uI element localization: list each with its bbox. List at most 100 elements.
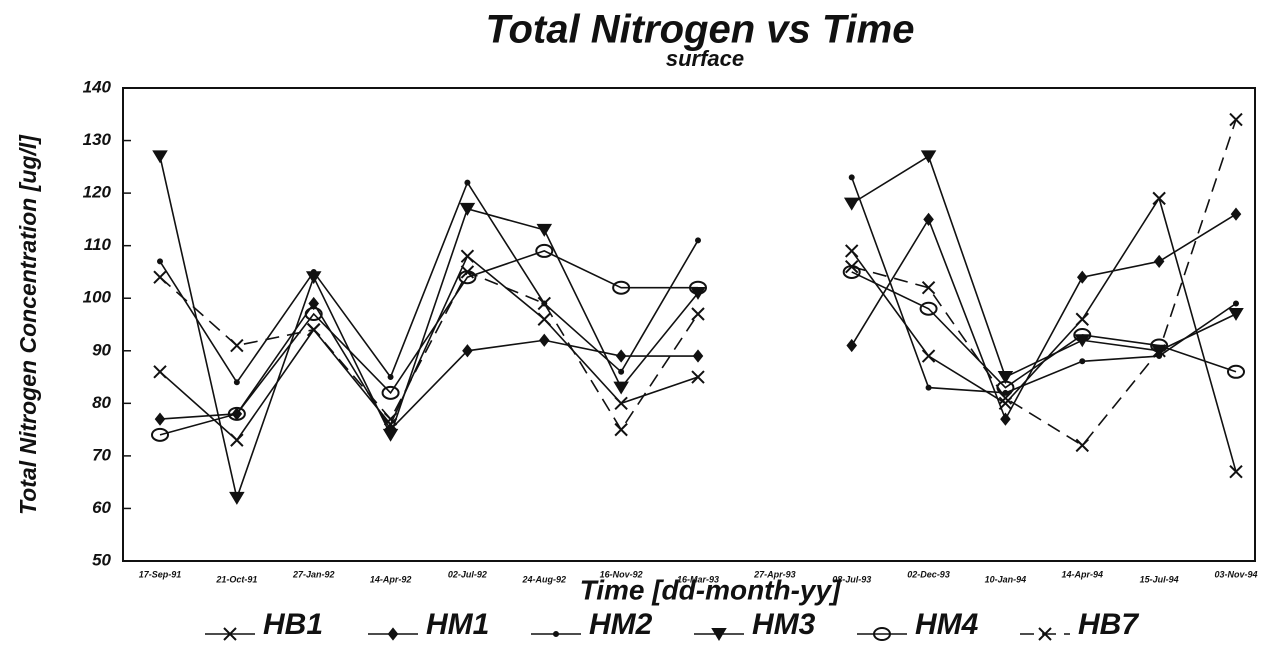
x-tick-label: 14-Apr-94 bbox=[1062, 569, 1104, 579]
marker bbox=[233, 379, 240, 386]
marker bbox=[843, 197, 860, 211]
marker bbox=[711, 628, 727, 641]
marker bbox=[1229, 464, 1243, 479]
marker bbox=[845, 244, 859, 258]
marker bbox=[925, 384, 932, 391]
marker bbox=[227, 406, 246, 421]
marker bbox=[464, 179, 471, 186]
marker bbox=[151, 427, 169, 442]
y-tick-label: 80 bbox=[92, 393, 111, 412]
y-tick-label: 90 bbox=[92, 340, 111, 359]
y-tick-label: 130 bbox=[83, 130, 112, 149]
x-tick-label: 15-Jul-94 bbox=[1140, 574, 1179, 584]
marker bbox=[923, 212, 934, 226]
legend-label: HM3 bbox=[752, 608, 816, 641]
marker bbox=[614, 422, 628, 437]
marker bbox=[998, 391, 1013, 405]
marker bbox=[920, 150, 937, 164]
legend-label: HB7 bbox=[1078, 608, 1139, 641]
x-tick-label: 03-Nov-94 bbox=[1214, 569, 1257, 579]
y-tick-label: 70 bbox=[92, 445, 111, 464]
x-tick-label: 02-Jul-92 bbox=[448, 569, 487, 579]
chart-subtitle: surface bbox=[666, 46, 744, 71]
marker bbox=[1079, 358, 1086, 365]
x-tick-label: 10-Jan-94 bbox=[985, 574, 1027, 584]
marker bbox=[387, 627, 399, 641]
x-tick-label: 27-Jan-92 bbox=[292, 569, 335, 579]
marker bbox=[1000, 412, 1011, 426]
legend-label: HM2 bbox=[589, 608, 653, 641]
y-tick-label: 50 bbox=[92, 550, 111, 569]
x-tick-label: 27-Apr-93 bbox=[753, 569, 796, 579]
legend-label: HB1 bbox=[263, 608, 323, 641]
marker bbox=[387, 374, 394, 381]
marker bbox=[689, 280, 707, 295]
y-tick-label: 120 bbox=[83, 183, 112, 202]
marker bbox=[1233, 300, 1239, 307]
series-line bbox=[159, 119, 1237, 447]
y-tick-label: 140 bbox=[83, 77, 112, 96]
marker bbox=[613, 381, 629, 395]
x-tick-label: 16-Mar-93 bbox=[677, 574, 719, 584]
marker bbox=[615, 349, 627, 363]
marker bbox=[305, 271, 322, 285]
y-tick-label: 100 bbox=[83, 288, 112, 307]
series-line bbox=[159, 155, 1237, 501]
legend-label: HM4 bbox=[915, 608, 979, 641]
marker bbox=[223, 627, 237, 641]
marker bbox=[1228, 307, 1244, 321]
marker bbox=[539, 333, 550, 347]
marker bbox=[873, 627, 891, 641]
y-axis-label: Total Nitrogen Concentration [ug/l] bbox=[15, 134, 41, 515]
marker bbox=[614, 396, 628, 411]
x-tick-label: 21-Oct-91 bbox=[215, 574, 257, 584]
marker bbox=[618, 368, 625, 375]
x-axis-label: Time [dd-month-yy] bbox=[580, 574, 842, 605]
marker bbox=[381, 385, 400, 400]
marker bbox=[535, 243, 554, 258]
marker bbox=[536, 223, 553, 237]
marker bbox=[848, 174, 855, 181]
marker bbox=[691, 307, 705, 321]
marker bbox=[921, 349, 936, 363]
marker bbox=[154, 412, 166, 426]
x-tick-label: 16-Nov-92 bbox=[600, 569, 643, 579]
marker bbox=[537, 312, 551, 326]
chart-title: Total Nitrogen vs Time bbox=[486, 8, 915, 52]
marker bbox=[612, 280, 631, 295]
x-tick-label: 02-Dec-93 bbox=[907, 569, 950, 579]
marker bbox=[304, 306, 323, 321]
x-tick-label: 08-Jul-93 bbox=[832, 574, 871, 584]
x-tick-label: 24-Aug-92 bbox=[522, 574, 567, 584]
marker bbox=[1038, 627, 1052, 641]
marker bbox=[997, 371, 1014, 384]
marker bbox=[152, 150, 168, 164]
marker bbox=[1075, 312, 1089, 326]
marker bbox=[1075, 438, 1089, 453]
marker bbox=[383, 412, 398, 426]
marker bbox=[1153, 254, 1165, 269]
legend-label: HM1 bbox=[426, 608, 489, 641]
x-tick-label: 17-Sep-91 bbox=[139, 569, 182, 579]
marker bbox=[153, 365, 167, 379]
marker bbox=[1077, 270, 1088, 284]
marker bbox=[1227, 364, 1245, 379]
marker bbox=[1073, 328, 1092, 343]
marker bbox=[921, 281, 936, 295]
marker bbox=[691, 370, 705, 384]
marker bbox=[1229, 112, 1243, 127]
marker bbox=[230, 433, 244, 447]
series-line bbox=[159, 250, 1237, 436]
x-tick-label: 14-Apr-92 bbox=[370, 574, 412, 584]
marker bbox=[537, 296, 551, 311]
marker bbox=[1152, 344, 1166, 358]
marker bbox=[459, 202, 476, 216]
plot-frame bbox=[122, 87, 1256, 562]
marker bbox=[229, 491, 245, 505]
marker bbox=[1152, 191, 1166, 206]
marker bbox=[553, 631, 559, 637]
marker bbox=[230, 338, 244, 353]
marker bbox=[460, 265, 475, 279]
y-tick-label: 60 bbox=[92, 498, 111, 517]
